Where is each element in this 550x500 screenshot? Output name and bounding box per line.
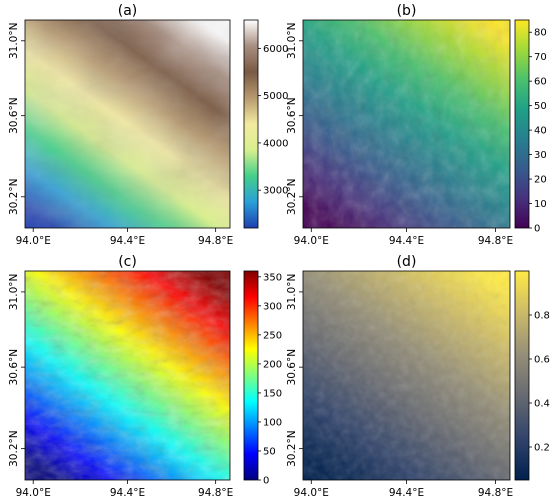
colorbar-4 bbox=[514, 270, 530, 481]
colorbar-tick-label: 60 bbox=[534, 77, 547, 88]
colorbar-tick-label: 0.4 bbox=[534, 399, 550, 410]
x-tick-label: 94.0°E bbox=[16, 487, 51, 499]
colorbar-tick-label: 0 bbox=[263, 476, 269, 487]
colorbar-tick-label: 150 bbox=[263, 388, 282, 399]
colorbar-tick-label: 50 bbox=[263, 446, 276, 457]
panel-title-4: (d) bbox=[397, 254, 417, 270]
colorbar-tick-label: 3000 bbox=[263, 186, 288, 197]
colorbar-tick-label: 50 bbox=[534, 101, 547, 112]
map-texture-1 bbox=[25, 20, 230, 228]
colorbar-2 bbox=[514, 19, 530, 229]
y-tick-label: 31.0°N bbox=[286, 23, 298, 59]
x-tick-label: 94.8°E bbox=[198, 487, 233, 499]
x-tick-label: 94.0°E bbox=[294, 487, 329, 499]
colorbar-tick-label: 100 bbox=[263, 417, 282, 428]
colorbar-tick-label: 0 bbox=[534, 224, 540, 235]
x-tick-label: 94.8°E bbox=[478, 235, 513, 247]
colorbar-1 bbox=[243, 19, 259, 229]
map-texture-4 bbox=[303, 271, 510, 480]
x-tick-label: 94.4°E bbox=[110, 487, 145, 499]
map-texture-3 bbox=[25, 271, 230, 480]
colorbar-tick-label: 6000 bbox=[263, 44, 288, 55]
colorbar-tick-label: 80 bbox=[534, 28, 547, 39]
y-tick-label: 30.2°N bbox=[8, 430, 20, 466]
x-tick-label: 94.4°E bbox=[389, 235, 424, 247]
panel-title-3: (c) bbox=[118, 254, 137, 270]
x-tick-label: 94.0°E bbox=[294, 235, 329, 247]
y-tick-label: 31.0°N bbox=[8, 274, 20, 310]
x-tick-label: 94.8°E bbox=[198, 235, 233, 247]
colorbar-tick-label: 0.8 bbox=[534, 311, 550, 322]
panel-title-2: (b) bbox=[397, 3, 417, 19]
y-tick-label: 31.0°N bbox=[286, 274, 298, 310]
colorbar-tick-label: 30 bbox=[534, 150, 547, 161]
colorbar-tick-label: 300 bbox=[263, 301, 282, 312]
colorbar-tick-label: 40 bbox=[534, 126, 547, 137]
y-tick-label: 30.2°N bbox=[286, 430, 298, 466]
colorbar-tick-label: 250 bbox=[263, 330, 282, 341]
map-texture-2 bbox=[303, 20, 510, 228]
y-tick-label: 30.6°N bbox=[286, 97, 298, 133]
colorbar-tick-label: 5000 bbox=[263, 91, 288, 102]
y-tick-label: 31.0°N bbox=[8, 23, 20, 59]
y-tick-label: 30.6°N bbox=[8, 97, 20, 133]
colorbar-tick-label: 70 bbox=[534, 52, 547, 63]
colorbar-tick-label: 0.6 bbox=[534, 355, 550, 366]
colorbar-tick-label: 10 bbox=[534, 199, 547, 210]
x-tick-label: 94.0°E bbox=[16, 235, 51, 247]
panel-title-1: (a) bbox=[118, 3, 138, 19]
y-tick-label: 30.2°N bbox=[8, 179, 20, 215]
colorbar-3 bbox=[243, 270, 259, 481]
x-tick-label: 94.4°E bbox=[110, 235, 145, 247]
colorbar-tick-label: 20 bbox=[534, 175, 547, 186]
colorbar-tick-label: 350 bbox=[263, 272, 282, 283]
x-tick-label: 94.8°E bbox=[478, 487, 513, 499]
colorbar-tick-label: 200 bbox=[263, 359, 282, 370]
colorbar-tick-label: 4000 bbox=[263, 138, 288, 149]
y-tick-label: 30.2°N bbox=[286, 179, 298, 215]
y-tick-label: 30.6°N bbox=[286, 349, 298, 385]
y-tick-label: 30.6°N bbox=[8, 349, 20, 385]
colorbar-tick-label: 0.2 bbox=[534, 443, 550, 454]
x-tick-label: 94.4°E bbox=[389, 487, 424, 499]
